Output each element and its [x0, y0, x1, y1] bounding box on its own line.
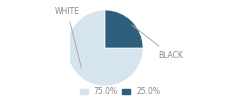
Text: WHITE: WHITE: [55, 8, 82, 68]
Legend: 75.0%, 25.0%: 75.0%, 25.0%: [80, 87, 160, 96]
Wedge shape: [67, 10, 143, 86]
Text: BLACK: BLACK: [132, 25, 183, 60]
Wedge shape: [105, 10, 143, 48]
